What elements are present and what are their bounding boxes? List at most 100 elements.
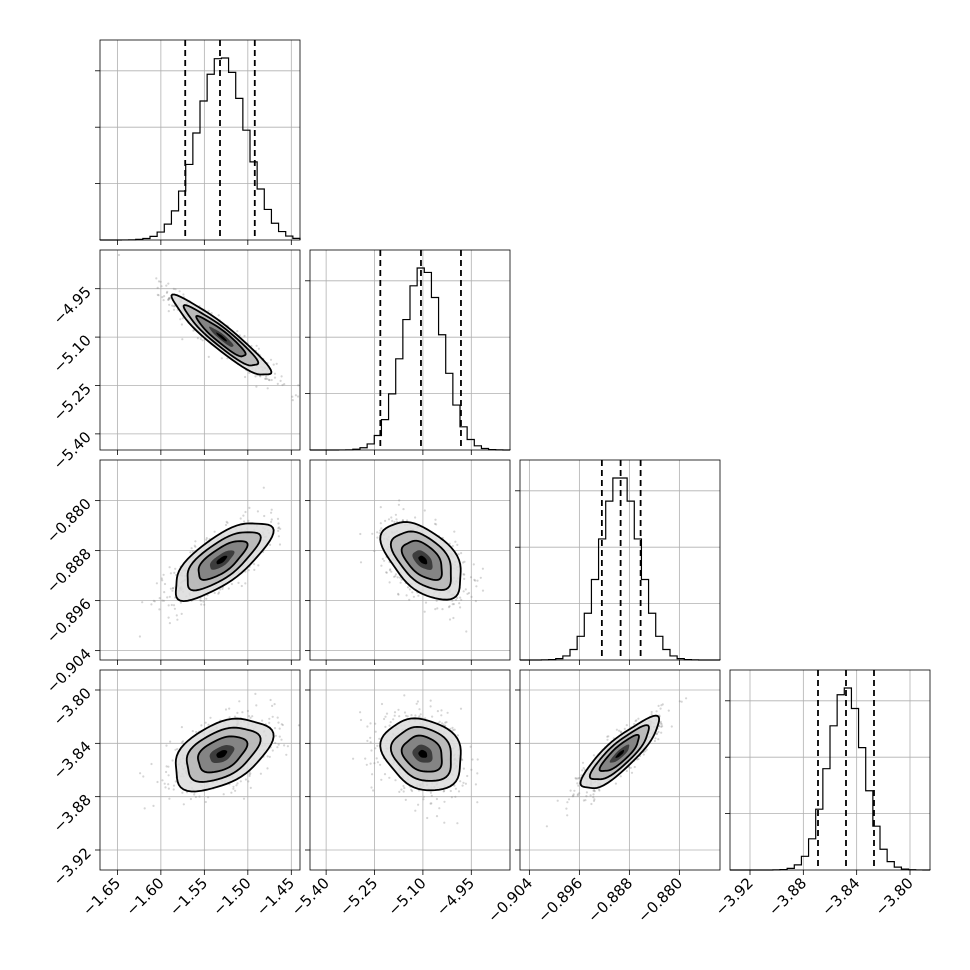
x-tick-label: −5.40 xyxy=(288,874,333,919)
panel-content xyxy=(545,697,688,828)
sample-point xyxy=(629,766,632,770)
density-peak xyxy=(216,555,228,565)
sample-point xyxy=(242,797,246,800)
sample-point xyxy=(391,519,394,523)
sample-point xyxy=(158,608,161,611)
sample-point xyxy=(286,745,289,748)
sample-point xyxy=(593,790,596,793)
y-axis-3: −0.904−0.896−0.888−0.880 xyxy=(43,495,100,697)
sample-point xyxy=(280,375,283,378)
hist-2-frame xyxy=(309,249,511,451)
sample-point xyxy=(279,527,282,531)
panel-content xyxy=(352,694,479,825)
sample-point xyxy=(574,777,577,780)
sample-point xyxy=(580,774,583,777)
sample-point xyxy=(572,794,575,797)
sample-point xyxy=(244,570,247,573)
sample-point xyxy=(606,735,609,738)
sample-point xyxy=(168,622,171,625)
sample-point xyxy=(445,721,448,724)
panel-2d-3-1-frame xyxy=(99,459,301,661)
sample-point xyxy=(236,330,239,333)
sample-point xyxy=(379,506,382,509)
sample-point xyxy=(645,748,648,751)
sample-point xyxy=(577,784,580,787)
sample-point xyxy=(398,790,401,794)
sample-point xyxy=(165,770,168,774)
sample-point xyxy=(481,567,484,570)
x-tick-label: −5.10 xyxy=(384,874,429,919)
sample-point xyxy=(205,537,208,540)
sample-point xyxy=(659,707,662,710)
sample-point xyxy=(376,761,379,764)
sample-point xyxy=(253,563,256,566)
sample-point xyxy=(451,726,454,730)
sample-point xyxy=(232,787,235,790)
sample-point xyxy=(396,576,399,579)
sample-point xyxy=(575,777,578,780)
sample-point xyxy=(164,786,167,789)
sample-point xyxy=(619,775,622,778)
sample-point xyxy=(210,312,213,315)
sample-point xyxy=(213,591,216,595)
sample-point xyxy=(248,774,251,778)
sample-point xyxy=(169,297,172,300)
sample-point xyxy=(410,788,413,791)
sample-point xyxy=(201,339,204,342)
sample-point xyxy=(369,736,372,739)
sample-point xyxy=(273,727,277,730)
sample-point xyxy=(419,713,422,716)
contour-line-2 xyxy=(182,304,260,367)
sample-point xyxy=(435,815,439,818)
sample-point xyxy=(236,711,239,715)
sample-point xyxy=(167,783,170,786)
sample-point xyxy=(458,602,461,605)
sample-point xyxy=(582,767,585,770)
sample-point xyxy=(207,309,210,313)
sample-point xyxy=(255,344,258,347)
sample-point xyxy=(658,725,661,728)
sample-point xyxy=(451,603,454,606)
sample-point xyxy=(661,725,664,728)
sample-point xyxy=(143,807,146,810)
sample-point xyxy=(207,723,210,726)
sample-point xyxy=(582,799,586,802)
panel-hist-3 xyxy=(515,459,721,661)
sample-point xyxy=(266,755,269,758)
sample-point xyxy=(273,376,277,379)
sample-point xyxy=(476,758,479,761)
y-tick-label: −5.25 xyxy=(50,380,95,425)
sample-point xyxy=(180,323,183,326)
sample-point xyxy=(167,604,170,607)
sample-point xyxy=(234,789,237,792)
sample-point xyxy=(369,762,372,765)
panel-hist-2 xyxy=(305,249,511,451)
sample-point xyxy=(655,710,658,713)
sample-point xyxy=(189,797,192,801)
sample-point xyxy=(165,284,168,287)
sample-point xyxy=(456,734,459,737)
sample-point xyxy=(277,535,280,538)
sample-point xyxy=(217,591,221,594)
sample-point xyxy=(166,596,169,599)
sample-point xyxy=(394,575,397,578)
sample-point xyxy=(454,540,457,543)
sample-point xyxy=(475,585,478,588)
sample-point xyxy=(657,704,660,708)
sample-point xyxy=(370,749,373,752)
sample-point xyxy=(219,588,222,591)
sample-point xyxy=(444,721,447,724)
hist-1-frame xyxy=(99,39,301,241)
x-tick-label: −1.50 xyxy=(209,874,254,919)
sample-point xyxy=(267,378,271,381)
sample-point xyxy=(403,786,406,790)
y-tick-label: −0.888 xyxy=(43,545,95,597)
x-tick-label: −3.88 xyxy=(765,874,810,919)
sample-point xyxy=(447,606,451,609)
sample-point xyxy=(411,789,414,793)
sample-point xyxy=(166,290,169,293)
sample-point xyxy=(657,730,660,734)
sample-point xyxy=(667,709,670,712)
sample-point xyxy=(199,337,202,341)
